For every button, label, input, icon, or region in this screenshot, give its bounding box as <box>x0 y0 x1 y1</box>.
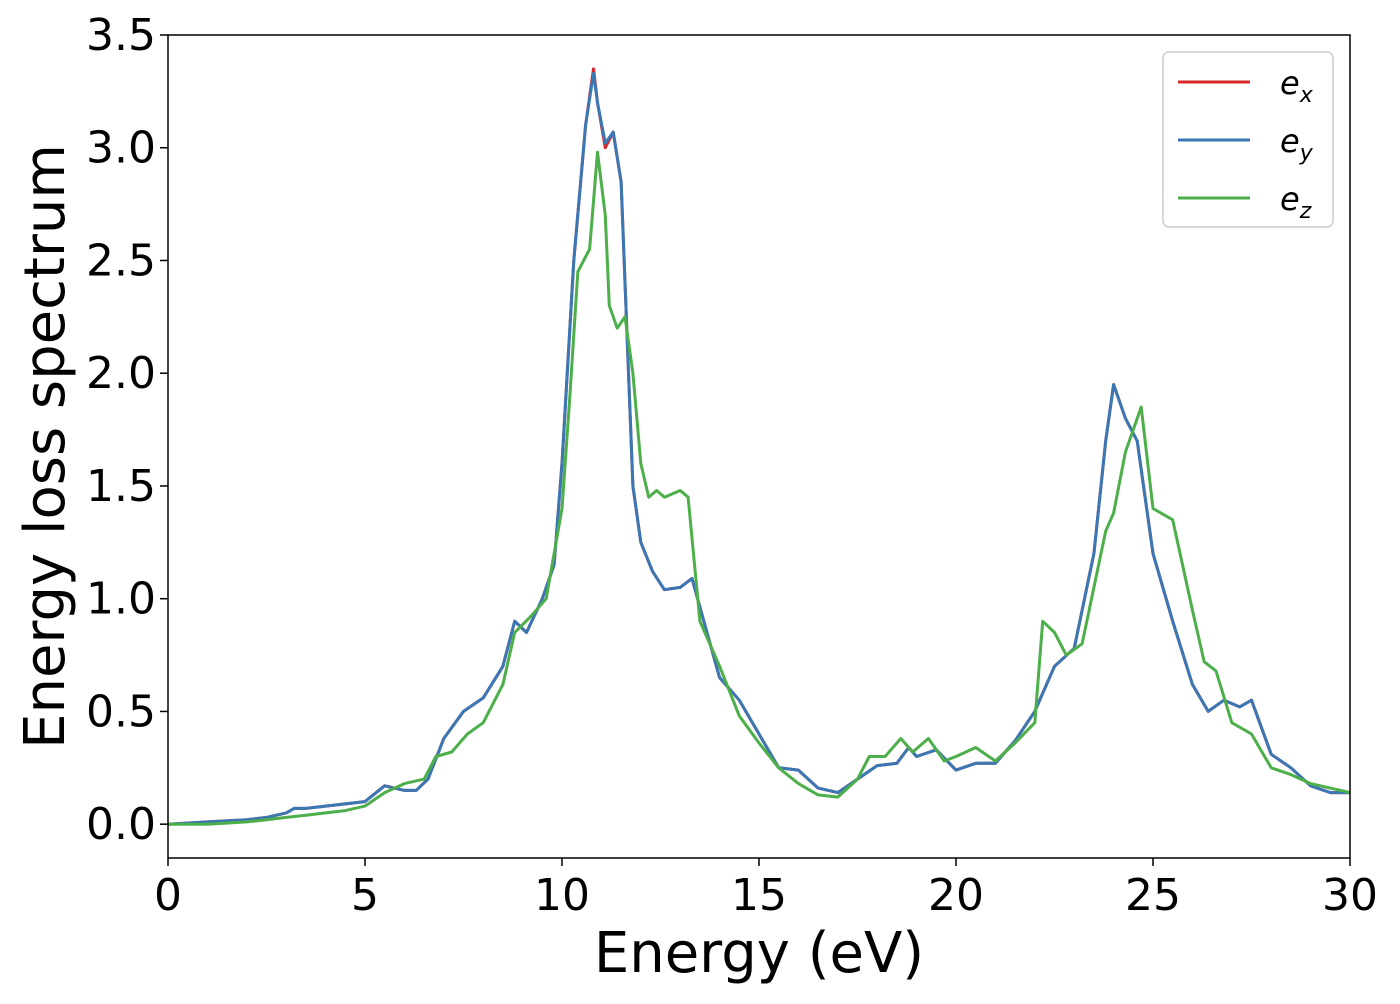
series-line-e-z <box>168 150 1350 826</box>
y-tick-label: 3.5 <box>86 10 156 61</box>
x-axis-title: Energy (eV) <box>594 921 924 986</box>
y-tick-label: 2.5 <box>86 235 156 286</box>
x-axis-ticks: 0 5 10 15 20 25 30 <box>154 858 1378 921</box>
x-tick-label: 15 <box>731 870 787 921</box>
y-tick-label: 0.5 <box>86 686 156 737</box>
y-tick-label: 1.5 <box>86 461 156 512</box>
y-tick-label: 1.0 <box>86 574 156 625</box>
x-tick-label: 25 <box>1125 870 1181 921</box>
y-tick-label: 2.0 <box>86 348 156 399</box>
x-tick-label: 5 <box>351 870 379 921</box>
x-tick-label: 0 <box>154 870 182 921</box>
y-tick-label: 0.0 <box>86 799 156 850</box>
y-axis-ticks: 0.0 0.5 1.0 1.5 2.0 2.5 3.0 3.5 <box>86 10 168 850</box>
x-tick-label: 30 <box>1322 870 1378 921</box>
y-axis-title: Energy loss spectrum <box>13 144 78 749</box>
series-layer <box>168 67 1350 826</box>
x-tick-label: 20 <box>928 870 984 921</box>
y-tick-label: 3.0 <box>86 123 156 174</box>
x-tick-label: 10 <box>534 870 590 921</box>
